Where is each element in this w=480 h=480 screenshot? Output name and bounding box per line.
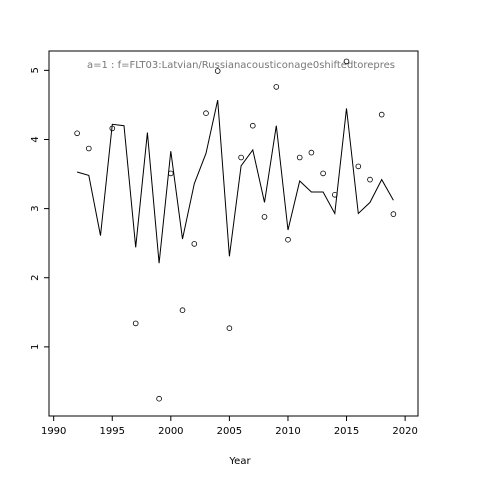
x-axis-label: Year (228, 456, 251, 467)
x-tick-label: 2010 (275, 426, 300, 437)
data-point (343, 58, 350, 65)
x-tick-label: 2020 (392, 426, 417, 437)
y-axis: 1 2 3 4 5 (30, 67, 49, 350)
x-axis: 1990 1995 2000 2005 2010 2015 2020 (41, 416, 418, 437)
data-point (203, 110, 209, 116)
x-tick-label: 1990 (41, 426, 66, 437)
series-line (76, 99, 394, 264)
y-tick-label: 5 (30, 67, 41, 73)
data-point (226, 325, 233, 332)
data-point (179, 307, 186, 314)
data-point (378, 111, 385, 118)
data-point (296, 154, 303, 161)
data-point (320, 170, 326, 177)
data-point (191, 241, 198, 247)
chart-annotation: a=1 : f=FLT03:Latvian/Russianacousticona… (87, 60, 395, 71)
data-point (156, 395, 162, 402)
data-point (285, 236, 291, 243)
data-point (250, 122, 256, 129)
y-tick-label: 1 (30, 344, 41, 350)
data-point (308, 149, 315, 156)
data-point (367, 176, 373, 183)
plot-frame (48, 50, 419, 417)
data-point (261, 214, 268, 220)
data-point (86, 145, 92, 152)
data-point (238, 154, 244, 161)
y-tick-label: 2 (30, 275, 41, 281)
data-point (273, 84, 280, 90)
data-point (168, 170, 174, 177)
y-tick-label: 3 (30, 205, 41, 211)
data-point (109, 125, 116, 132)
data-point (214, 68, 221, 74)
data-point (74, 130, 80, 137)
y-tick-label: 4 (30, 136, 41, 142)
data-point (355, 163, 362, 170)
x-tick-label: 1995 (100, 426, 125, 437)
data-point (390, 211, 397, 217)
data-point (331, 192, 338, 198)
data-point (132, 320, 139, 327)
x-tick-label: 2000 (158, 426, 183, 437)
series-points (74, 58, 397, 402)
x-tick-label: 2015 (334, 426, 359, 437)
x-tick-label: 2005 (217, 426, 242, 437)
